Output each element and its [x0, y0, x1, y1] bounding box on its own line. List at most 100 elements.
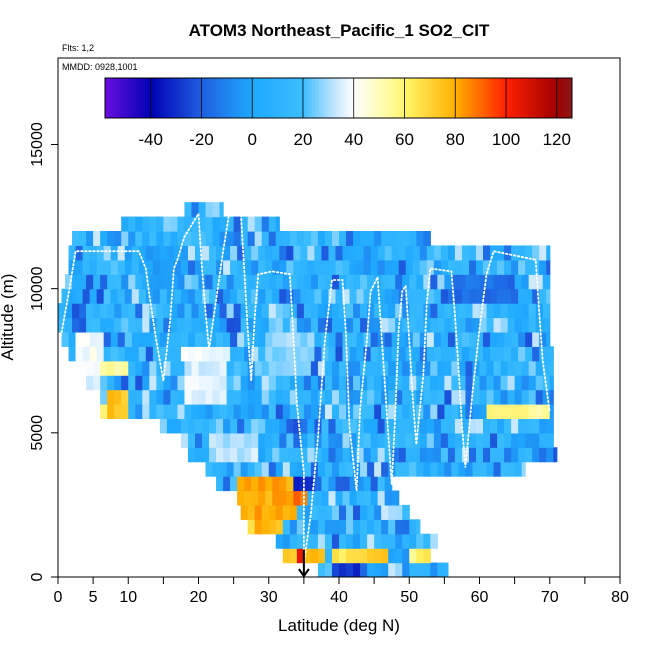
heatmap-cell: [258, 432, 266, 448]
heatmap-cell: [261, 461, 270, 477]
heatmap-cell: [202, 346, 210, 362]
heatmap-cell: [89, 288, 98, 304]
x-tick-label: 50: [400, 589, 418, 606]
heatmap-cell: [310, 303, 319, 319]
heatmap-cell: [265, 447, 273, 463]
heatmap-cell: [409, 461, 417, 477]
colorbar-segment: [438, 78, 443, 118]
heatmap-cell: [163, 303, 172, 319]
heatmap-cell: [233, 375, 242, 391]
heatmap-cell: [173, 418, 182, 434]
heatmap-cell: [518, 432, 526, 448]
heatmap-cell: [532, 432, 540, 448]
heatmap-cell: [317, 548, 326, 564]
heatmap-cell: [300, 447, 308, 463]
heatmap-cell: [423, 461, 431, 477]
heatmap-cell: [82, 346, 91, 362]
heatmap-cell: [507, 274, 516, 290]
heatmap-cell: [346, 274, 354, 290]
heatmap-cell: [500, 375, 509, 391]
heatmap-cell: [110, 245, 119, 261]
heatmap-cell: [423, 404, 431, 420]
heatmap-cell: [324, 317, 333, 333]
heatmap-cell: [391, 245, 400, 261]
colorbar-segment: [535, 78, 540, 118]
heatmap-cell: [475, 418, 484, 434]
colorbar-segment: [515, 78, 520, 118]
heatmap-cell: [261, 375, 270, 391]
heatmap-cell: [293, 447, 301, 463]
heatmap-cell: [159, 259, 168, 275]
heatmap-cell: [339, 360, 347, 376]
heatmap-cell: [395, 404, 403, 420]
heatmap-cell: [483, 447, 491, 463]
heatmap-cell: [328, 346, 337, 362]
colorbar-segment: [521, 78, 526, 118]
heatmap-cell: [377, 447, 386, 463]
heatmap-cell: [328, 476, 337, 492]
heatmap-cell: [184, 202, 193, 218]
heatmap-cell: [121, 216, 129, 232]
colorbar-segment: [205, 78, 209, 118]
colorbar-tick-label: 60: [395, 130, 414, 149]
heatmap-cell: [149, 375, 157, 391]
heatmap-cell: [409, 317, 417, 333]
heatmap-cell: [437, 404, 445, 420]
heatmap-cell: [289, 360, 298, 376]
heatmap-cell: [528, 375, 537, 391]
heatmap-cell: [187, 346, 196, 362]
heatmap-cell: [156, 274, 164, 290]
heatmap-cell: [240, 389, 249, 405]
heatmap-cell: [346, 389, 354, 405]
heatmap-cell: [279, 288, 287, 304]
heatmap-cell: [451, 461, 460, 477]
heatmap-cell: [500, 389, 509, 405]
heatmap-cell: [437, 375, 445, 391]
heatmap-cell: [518, 259, 526, 275]
heatmap-cell: [268, 216, 277, 232]
colorbar-tick-label: 40: [344, 130, 363, 149]
heatmap-cell: [261, 317, 270, 333]
heatmap-cell: [282, 389, 291, 405]
heatmap-cell: [381, 360, 389, 376]
heatmap-cell: [310, 231, 319, 247]
heatmap-cell: [507, 461, 516, 477]
heatmap-cell: [339, 317, 347, 333]
heatmap-cell: [166, 245, 175, 261]
heatmap-cell: [128, 274, 136, 290]
heatmap-cell: [307, 245, 316, 261]
heatmap-cell: [426, 245, 435, 261]
heatmap-cell: [107, 404, 115, 420]
heatmap-cell: [184, 360, 193, 376]
heatmap-cell: [391, 432, 400, 448]
heatmap-cell: [405, 447, 414, 463]
heatmap-cell: [268, 303, 277, 319]
heatmap-cell: [497, 259, 505, 275]
heatmap-cell: [159, 331, 168, 347]
heatmap-cell: [138, 331, 147, 347]
colorbar-segment: [328, 78, 333, 118]
heatmap-cell: [360, 533, 368, 549]
heatmap-cell: [307, 490, 316, 506]
heatmap-cell: [212, 202, 221, 218]
heatmap-cell: [363, 346, 372, 362]
heatmap-cell: [184, 216, 193, 232]
heatmap-cell: [233, 216, 242, 232]
heatmap-cell: [303, 461, 312, 477]
heatmap-cell: [454, 346, 463, 362]
heatmap-cell: [356, 490, 365, 506]
heatmap-cell: [194, 245, 203, 261]
heatmap-cell: [124, 346, 133, 362]
heatmap-cell: [303, 360, 312, 376]
heatmap-cell: [447, 288, 456, 304]
heatmap-cell: [497, 288, 505, 304]
heatmap-cell: [96, 245, 105, 261]
heatmap-cell: [356, 447, 365, 463]
heatmap-cell: [121, 274, 129, 290]
heatmap-cell: [296, 548, 305, 564]
heatmap-cell: [282, 231, 291, 247]
heatmap-cell: [65, 303, 73, 319]
heatmap-cell: [100, 360, 108, 376]
colorbar-segment: [388, 78, 393, 118]
heatmap-cell: [202, 432, 210, 448]
